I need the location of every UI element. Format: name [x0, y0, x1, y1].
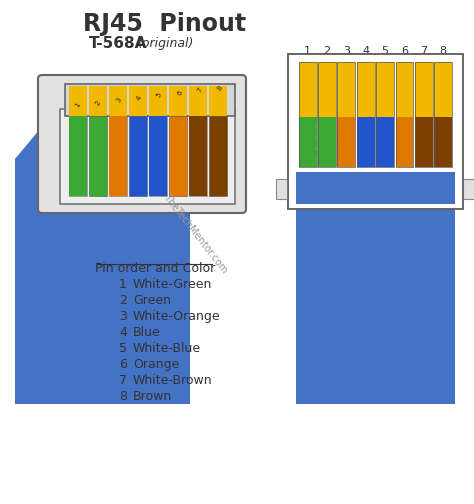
Bar — [376, 62, 394, 167]
Text: 7: 7 — [119, 374, 127, 387]
Text: Green: Green — [133, 294, 171, 307]
Bar — [276, 179, 288, 199]
Text: White-Green: White-Green — [133, 278, 212, 291]
Bar — [149, 86, 167, 116]
Bar — [299, 117, 317, 167]
Bar — [209, 116, 227, 196]
Text: 3: 3 — [119, 310, 127, 323]
Text: (original): (original) — [137, 37, 193, 50]
Bar — [89, 116, 107, 196]
Text: White-Blue: White-Blue — [133, 342, 201, 355]
Bar — [463, 179, 474, 199]
Bar — [357, 62, 375, 167]
Text: 2: 2 — [119, 294, 127, 307]
Bar — [129, 86, 147, 116]
Bar — [149, 94, 167, 116]
Bar — [415, 62, 433, 167]
Text: 6: 6 — [401, 46, 408, 56]
Bar — [415, 117, 433, 167]
Text: 6: 6 — [176, 90, 183, 96]
Bar — [434, 62, 452, 117]
Bar — [89, 94, 107, 116]
Bar — [434, 117, 452, 167]
Bar — [288, 54, 463, 209]
Text: White-Brown: White-Brown — [133, 374, 213, 387]
Bar — [169, 94, 187, 116]
Text: 3: 3 — [115, 97, 122, 104]
Bar — [209, 94, 227, 116]
Text: 5: 5 — [155, 92, 163, 99]
Text: Orange: Orange — [133, 358, 179, 371]
Bar — [299, 62, 317, 117]
Bar — [337, 62, 356, 117]
Text: 4: 4 — [119, 326, 127, 339]
Bar — [396, 117, 413, 167]
Bar — [169, 86, 187, 116]
Bar — [65, 84, 235, 116]
Bar — [169, 116, 187, 196]
Bar — [129, 116, 147, 196]
Bar — [109, 116, 127, 196]
Bar — [69, 86, 87, 116]
Bar — [69, 94, 87, 116]
Text: 2: 2 — [323, 46, 331, 56]
Bar — [109, 86, 127, 116]
Bar — [318, 62, 336, 117]
Bar — [189, 116, 207, 196]
Text: RJ45  Pinout: RJ45 Pinout — [83, 12, 246, 36]
Text: 6: 6 — [119, 358, 127, 371]
Text: 2: 2 — [95, 100, 102, 106]
Bar — [149, 116, 167, 196]
Bar — [296, 172, 455, 204]
Bar — [69, 116, 87, 196]
Bar — [357, 117, 375, 167]
Bar — [60, 109, 235, 204]
Text: 7: 7 — [196, 87, 203, 94]
Bar — [189, 94, 207, 116]
Bar — [337, 117, 356, 167]
Text: T-568A: T-568A — [89, 36, 147, 51]
Text: Brown: Brown — [133, 390, 172, 403]
Text: Pin order and Color: Pin order and Color — [95, 262, 215, 275]
Text: Blue: Blue — [133, 326, 161, 339]
Text: 4: 4 — [362, 46, 369, 56]
Bar — [396, 62, 413, 117]
Bar — [318, 117, 336, 167]
Bar — [209, 86, 227, 116]
Text: TheTechMentor.com: TheTechMentor.com — [161, 193, 229, 276]
Text: 3: 3 — [343, 46, 350, 56]
Bar — [299, 62, 317, 167]
Bar — [109, 94, 127, 116]
Bar — [337, 62, 356, 167]
Text: 1: 1 — [304, 46, 311, 56]
Text: 4: 4 — [135, 95, 143, 101]
Text: 1: 1 — [74, 102, 82, 109]
Text: 7: 7 — [420, 46, 428, 56]
Bar — [89, 86, 107, 116]
Bar — [376, 117, 394, 167]
Bar — [318, 62, 336, 167]
Text: 5: 5 — [382, 46, 389, 56]
Text: 8: 8 — [216, 85, 224, 92]
Text: White-Orange: White-Orange — [133, 310, 220, 323]
Bar — [415, 62, 433, 117]
Bar — [357, 62, 375, 117]
Bar — [434, 62, 452, 167]
Text: 8: 8 — [440, 46, 447, 56]
Text: 8: 8 — [119, 390, 127, 403]
Polygon shape — [15, 129, 190, 404]
Text: 5: 5 — [119, 342, 127, 355]
Bar — [396, 62, 413, 167]
Text: 1: 1 — [119, 278, 127, 291]
Bar — [296, 209, 455, 404]
Bar — [288, 54, 463, 209]
Bar — [129, 94, 147, 116]
Bar — [189, 86, 207, 116]
Bar — [376, 62, 394, 117]
FancyBboxPatch shape — [38, 75, 246, 213]
